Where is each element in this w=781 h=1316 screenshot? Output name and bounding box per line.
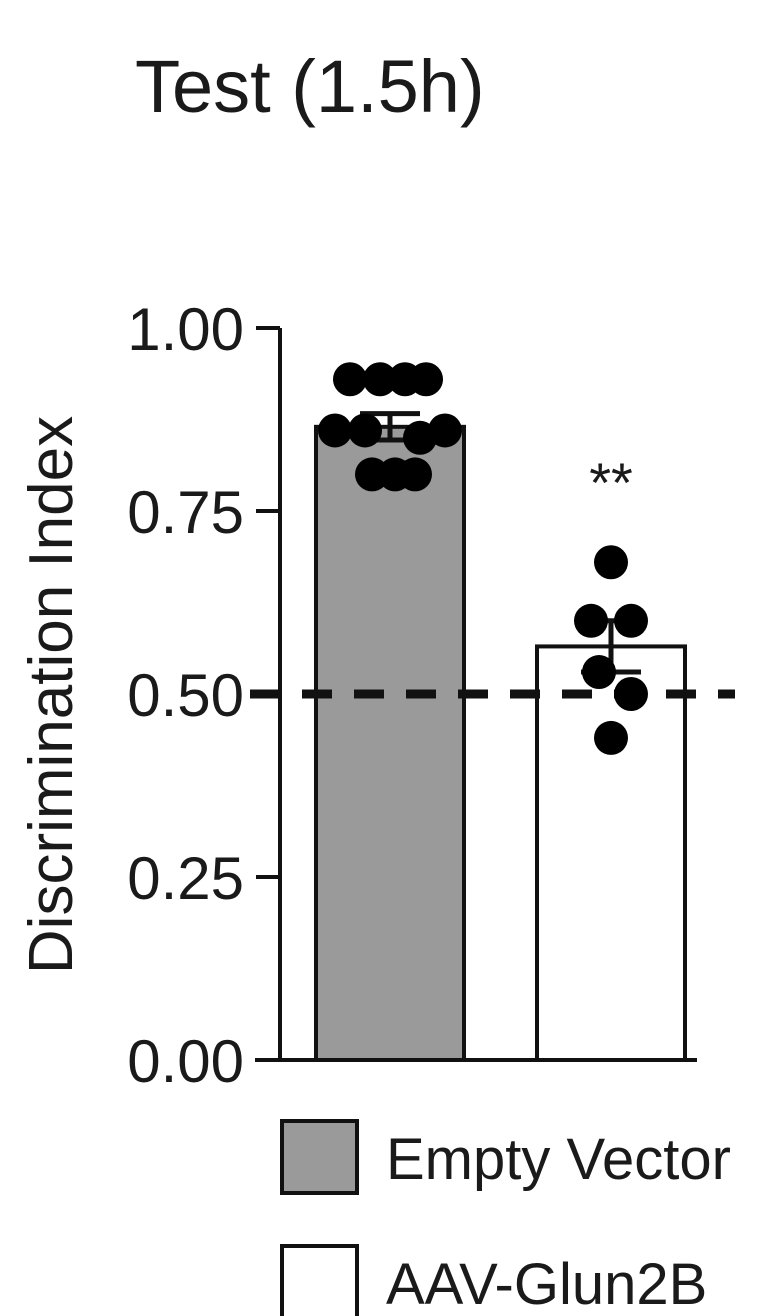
annotations: ** [589,451,633,514]
data-point [614,603,648,638]
bar [314,424,466,1062]
axes: 0.00 0.25 0.50 0.75 1.00 [127,296,697,1095]
y-tick-label: 0.25 [127,845,244,912]
legend-label: Empty Vector [386,1127,731,1192]
data-point [318,413,352,448]
y-tick-label: 1.00 [127,296,244,363]
bar [535,644,687,1062]
data-point [363,362,397,397]
legend: Empty Vector AAV-Glun2B [280,1119,731,1316]
bars [314,424,687,1062]
data-point [574,603,608,638]
y-axis-label: Discrimination Index [17,416,86,974]
data-point [398,457,432,492]
legend-swatch [280,1244,359,1316]
significance-label: ** [589,451,633,514]
y-tick-label: 0.50 [127,662,244,729]
y-tick-label: 0.75 [127,479,244,546]
y-tick-label: 0.00 [127,1028,244,1095]
data-point [594,720,628,755]
legend-swatch [280,1119,359,1195]
data-point [594,545,628,580]
data-point [428,413,462,448]
chart-title: Test (1.5h) [135,45,485,128]
legend-label: AAV-Glun2B [386,1252,707,1316]
data-point [333,362,367,397]
data-points [318,362,648,755]
data-point [409,362,443,397]
data-point [348,413,382,448]
data-point [614,677,648,711]
data-point [582,655,616,690]
